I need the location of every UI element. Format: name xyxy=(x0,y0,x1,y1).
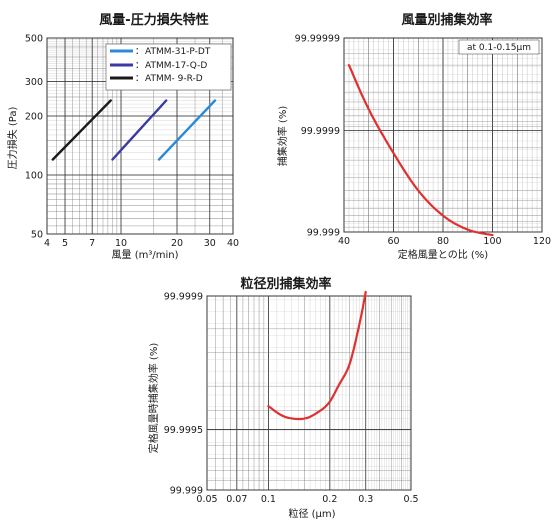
tick-label: 7 xyxy=(89,238,95,249)
tick-label: 0.5 xyxy=(403,494,418,505)
series-lines xyxy=(347,63,494,237)
chart-title: 風量-圧力損失特性 xyxy=(99,12,208,28)
tick-label: 99.9999 xyxy=(164,292,203,303)
annotation-box: at 0.1-0.15μm xyxy=(458,39,540,55)
x-axis-title: 風量 (m³/min) xyxy=(112,249,179,261)
tick-label: 500 xyxy=(25,34,43,45)
tick-label: 50 xyxy=(31,230,43,241)
tick-label: 80 xyxy=(437,236,449,247)
tick-label: 5 xyxy=(62,238,68,249)
chart-title: 風量別捕集効率 xyxy=(401,12,492,28)
legend-prefix: ： xyxy=(135,74,144,84)
legend-label: ATMM-31-P-DT xyxy=(145,47,211,57)
tick-label: 20 xyxy=(171,238,183,249)
x-axis-title: 定格風量との比 (%) xyxy=(398,248,488,261)
y-axis-title: 捕集効率 (%) xyxy=(276,106,289,167)
tick-labels: 4 5 7 10 20 30 40 50 100 200 300 500 xyxy=(25,34,239,250)
series-line xyxy=(157,99,217,161)
tick-label: 40 xyxy=(227,238,239,249)
tick-label: 4 xyxy=(44,238,50,249)
legend-label: ATMM-17-Q-D xyxy=(145,61,207,71)
tick-label: 99.99999 xyxy=(295,34,340,45)
tick-label: 0.05 xyxy=(196,494,217,505)
series-lines xyxy=(267,290,367,421)
series-line xyxy=(267,290,367,421)
y-axis-title: 定格風量時捕集効率 (%) xyxy=(147,343,160,454)
tick-label: 99.999 xyxy=(170,486,203,497)
legend: ： ATMM-31-P-DT ： ATMM-17-Q-D ： ATMM- 9-R… xyxy=(105,43,232,91)
tick-label: 200 xyxy=(25,111,43,122)
tick-label: 0.2 xyxy=(322,494,337,505)
tick-labels: 40 60 80 100 120 99.99999 99.9999 99.999 xyxy=(295,34,551,248)
pressure-drop-chart: 風量-圧力損失特性 ： ATMM-31-P-DT ： ATMM-17-Q-D ：… xyxy=(6,12,239,261)
series-lines xyxy=(51,99,217,161)
tick-label: 300 xyxy=(25,77,43,88)
tick-label: 100 xyxy=(483,236,501,247)
tick-label: 30 xyxy=(204,238,216,249)
tick-label: 100 xyxy=(25,170,43,181)
series-line xyxy=(347,63,494,237)
x-axis-title: 粒径 (μm) xyxy=(288,507,335,520)
series-line xyxy=(111,99,168,161)
grid xyxy=(206,295,412,491)
annotation-frame xyxy=(458,39,540,55)
legend-label: ATMM- 9-R-D xyxy=(145,74,203,84)
flow-efficiency-chart: 風量別捕集効率 at 0.1-0.15μm 40 60 80 100 120 99.999… xyxy=(276,12,551,261)
grid xyxy=(343,37,543,233)
annotation-text: at 0.1-0.15μm xyxy=(467,43,531,53)
tick-labels: 0.05 0.07 0.1 0.2 0.3 0.5 99.9999 99.9995 99.999 xyxy=(164,292,419,506)
tick-label: 0.1 xyxy=(261,494,276,505)
tick-label: 40 xyxy=(338,236,350,247)
tick-label: 10 xyxy=(115,238,127,249)
y-axis-title: 圧力損失 (Pa) xyxy=(6,107,19,170)
tick-label: 0.07 xyxy=(226,494,247,505)
tick-label: 0.3 xyxy=(358,494,373,505)
tick-label: 60 xyxy=(387,236,399,247)
legend-prefix: ： xyxy=(135,47,144,57)
plot-frame xyxy=(206,295,412,491)
tick-label: 99.9999 xyxy=(301,126,340,137)
tick-label: 120 xyxy=(533,236,551,247)
tick-label: 99.9995 xyxy=(164,425,203,436)
series-line xyxy=(51,99,112,161)
particle-efficiency-chart: 粒径別捕集効率 0.05 0.07 0.1 0.2 0.3 0.5 99.9999 99.99… xyxy=(147,276,419,520)
legend-prefix: ： xyxy=(135,61,144,71)
chart-title: 粒径別捕集効率 xyxy=(240,276,331,292)
tick-label: 99.999 xyxy=(307,228,340,239)
